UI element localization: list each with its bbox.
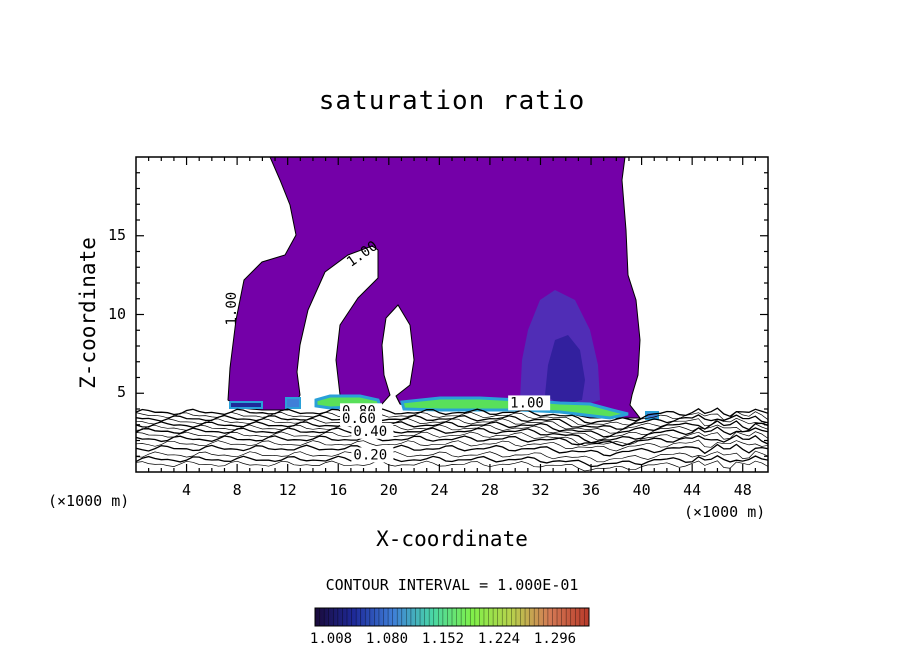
x-unit-label-right: (×1000 m) bbox=[684, 503, 766, 521]
x-tick-label: 24 bbox=[430, 481, 449, 499]
contour-line bbox=[136, 426, 768, 444]
contour-line bbox=[136, 417, 768, 434]
contour-label-bg bbox=[508, 395, 551, 411]
x-tick-label: 44 bbox=[683, 481, 702, 499]
y-tick-label: 5 bbox=[116, 383, 126, 402]
core-region-inner bbox=[545, 335, 585, 405]
colorbar bbox=[314, 607, 590, 627]
contour-line bbox=[136, 460, 768, 472]
colorbar-tick-label: 1.080 bbox=[365, 631, 409, 647]
contour-line bbox=[136, 443, 768, 457]
contour-label: 1.00 bbox=[510, 395, 544, 411]
contour-label-bg bbox=[340, 411, 383, 427]
plot-area bbox=[136, 157, 768, 472]
contour-line bbox=[136, 455, 768, 468]
colorbar-tick-label: 1.296 bbox=[533, 631, 577, 647]
x-tick-label: 28 bbox=[480, 481, 499, 499]
x-tick-label: 48 bbox=[733, 481, 752, 499]
contour-label: 1.00 bbox=[224, 292, 240, 326]
contour-label-bg bbox=[351, 447, 394, 463]
x-tick-label: 4 bbox=[182, 481, 192, 499]
cloud-base-band bbox=[285, 397, 301, 409]
contour-line bbox=[136, 420, 768, 438]
axis-ticks bbox=[136, 157, 768, 472]
contour-label: 0.40 bbox=[353, 424, 387, 440]
x-tick-label: 20 bbox=[379, 481, 398, 499]
contour-label: 0.20 bbox=[353, 447, 387, 463]
y-axis-label: Z-coordinate bbox=[76, 237, 100, 389]
colorbar-tick-label: 1.224 bbox=[477, 631, 521, 647]
contour-interval-label: CONTOUR INTERVAL = 1.000E-01 bbox=[325, 576, 579, 594]
x-tick-label: 8 bbox=[232, 481, 242, 499]
contour-lines bbox=[136, 407, 768, 472]
colorbar-dividers bbox=[319, 608, 585, 626]
contour-line bbox=[136, 434, 768, 447]
contour-label-bg bbox=[351, 423, 394, 439]
contour-label: 0.60 bbox=[342, 411, 376, 427]
contour-line bbox=[136, 407, 768, 425]
x-tick-label: 36 bbox=[582, 481, 601, 499]
contour-line bbox=[136, 431, 768, 446]
cloud-base-band bbox=[229, 401, 263, 409]
x-unit-label-left: (×1000 m) bbox=[48, 492, 130, 510]
contour-line bbox=[136, 439, 768, 452]
x-axis-label: X-coordinate bbox=[376, 527, 528, 551]
x-tick-label: 12 bbox=[278, 481, 297, 499]
colorbar-tick-label: 1.008 bbox=[309, 631, 353, 647]
colorbar-tick-label: 1.152 bbox=[421, 631, 465, 647]
contour-line bbox=[136, 423, 768, 441]
y-tick-label: 15 bbox=[107, 225, 126, 244]
contour-line bbox=[136, 450, 768, 463]
x-tick-label: 16 bbox=[329, 481, 348, 499]
chart-title: saturation ratio bbox=[318, 86, 586, 116]
contour-line bbox=[136, 414, 768, 430]
x-tick-label: 40 bbox=[632, 481, 651, 499]
y-tick-label: 10 bbox=[107, 304, 126, 323]
x-tick-label: 32 bbox=[531, 481, 550, 499]
contour-line bbox=[136, 411, 768, 426]
